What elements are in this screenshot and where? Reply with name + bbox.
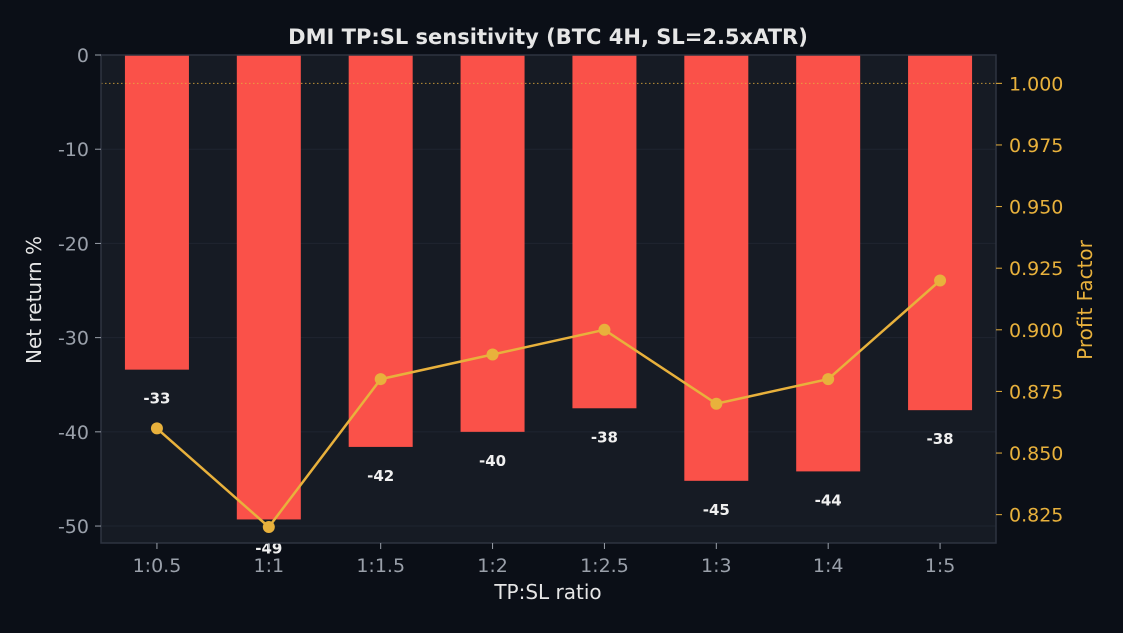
profit-factor-point [710, 397, 723, 410]
bar-value-label: -40 [479, 452, 506, 470]
y2-axis-label: Profit Factor [1073, 239, 1097, 360]
right-axis: 1.000 0.975 0.950 0.925 0.900 0.875 0.850 0.825 [996, 73, 1063, 527]
bar-value-label: -38 [591, 428, 618, 446]
x-tick-label: 1:4 [813, 555, 844, 577]
y2-tick-label: 0.950 [1009, 197, 1063, 219]
y2-tick-label: 0.975 [1009, 135, 1063, 157]
bar-1-2-5 [572, 55, 637, 409]
bar-1-3 [684, 55, 749, 481]
y2-tick-label: 0.875 [1009, 381, 1063, 403]
x-axis-label: TP:SL ratio [493, 580, 601, 604]
x-tick-label: 1:5 [925, 555, 956, 577]
bar-value-label: -44 [815, 491, 842, 509]
bar-value-label: -42 [367, 467, 394, 485]
y2-tick-label: 0.900 [1009, 320, 1063, 342]
bar-labels-group: -33-49-42-40-38-45-44-38 [143, 390, 953, 558]
y2-tick-label: 1.000 [1009, 73, 1063, 95]
plot-background [101, 55, 996, 543]
profit-factor-point [598, 323, 611, 336]
y2-tick-label: 0.850 [1009, 443, 1063, 465]
plot-frame [100, 54, 997, 544]
profit-factor-line [156, 279, 941, 529]
profit-factor-point [822, 373, 835, 386]
y-tick-label: -20 [58, 233, 89, 255]
bar-value-label: -33 [143, 390, 170, 408]
y-tick-label: -50 [58, 516, 89, 538]
x-tick-label: 1:1.5 [356, 555, 405, 577]
x-tick-label: 1:0.5 [133, 555, 182, 577]
chart-title: DMI TP:SL sensitivity (BTC 4H, SL=2.5xAT… [288, 25, 808, 49]
y2-tick-label: 0.825 [1009, 505, 1063, 527]
plot-border [100, 54, 997, 544]
y-tick-label: 0 [77, 45, 89, 67]
profit-factor-line-group [101, 82, 996, 533]
y-tick-label: -40 [58, 422, 89, 444]
bar-1-1 [236, 55, 301, 520]
profit-factor-point [262, 520, 275, 533]
profit-factor-point [150, 422, 163, 435]
bar-value-label: -38 [927, 430, 954, 448]
y-axis-label: Net return % [22, 236, 46, 364]
x-axis: 1:0.5 1:1 1:1.5 1:2 1:2.5 1:3 1:4 1:5 [133, 543, 956, 577]
bar-1-2 [460, 55, 525, 432]
x-tick-label: 1:2.5 [580, 555, 629, 577]
bar-1-4 [796, 55, 861, 472]
x-tick-label: 1:3 [701, 555, 732, 577]
profit-factor-point [486, 348, 499, 361]
profit-factor-point [374, 373, 387, 386]
bar-1-1-5 [348, 55, 413, 447]
bar-1-5 [908, 55, 973, 411]
x-tick-label: 1:2 [477, 555, 508, 577]
y2-tick-label: 0.925 [1009, 258, 1063, 280]
y-tick-label: -30 [58, 328, 89, 350]
profit-factor-point [934, 274, 947, 287]
left-axis: 0 -10 -20 -30 -40 -50 [58, 45, 101, 538]
y-tick-label: -10 [58, 139, 89, 161]
bar-1-0-5 [124, 55, 189, 370]
bar-value-label: -45 [703, 501, 730, 519]
x-tick-label: 1:1 [254, 555, 285, 577]
